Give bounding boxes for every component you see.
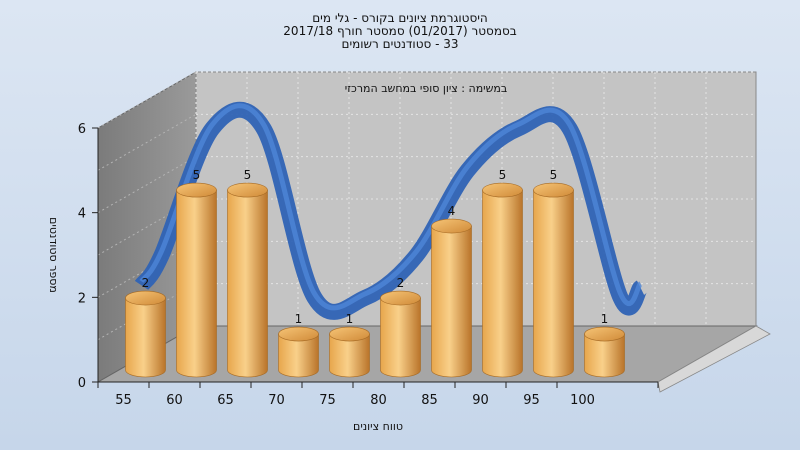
bar-body (431, 225, 472, 378)
bar: 5 (227, 168, 268, 378)
bar-value-label: 5 (244, 168, 252, 182)
chart-floor-edge (657, 325, 771, 393)
bar-cap (533, 182, 574, 198)
y-tick-label: 0 (78, 376, 86, 391)
bar-body (380, 297, 421, 378)
bar: 1 (329, 312, 370, 378)
bar: 5 (482, 168, 523, 378)
x-tick-label: 55 (115, 393, 132, 408)
x-tick-label: 85 (421, 393, 438, 408)
y-axis-label: מספר סטודנטים (47, 217, 60, 293)
bar-value-label: 5 (499, 168, 507, 182)
bar: 1 (584, 312, 625, 378)
gridline-side (97, 198, 197, 256)
y-tick-label: 4 (78, 207, 86, 222)
chart-subtitle: במשימה : ציון סופי במחשב המרכזי (345, 82, 508, 95)
bar-value-label: 4 (448, 204, 456, 218)
bar-cap (431, 218, 472, 234)
x-tick-label: 90 (472, 393, 489, 408)
x-tick-label: 65 (217, 393, 234, 408)
y-tick-label: 6 (78, 122, 86, 137)
bar-cap (227, 182, 268, 198)
gridline-side (97, 71, 197, 129)
bar-cap (176, 182, 217, 198)
chart-bars: 2 5 5 1 1 2 4 5 5 1 (125, 168, 625, 378)
bar-value-label: 1 (346, 312, 354, 326)
bar-body (227, 189, 268, 378)
bar-value-label: 5 (550, 168, 558, 182)
bar: 5 (176, 168, 217, 378)
bar-value-label: 1 (601, 312, 609, 326)
bar-body (278, 333, 319, 378)
bar: 5 (533, 168, 574, 378)
gridline-side (97, 113, 197, 171)
bar-cap (584, 326, 625, 342)
bar: 1 (278, 312, 319, 378)
bar-cap (482, 182, 523, 198)
bar-value-label: 1 (295, 312, 303, 326)
chart-students-line: 33 - סטודנטים רשומים (341, 37, 459, 51)
chart-semester-line: בסמסטר (01/2017) סמסטר חורף 2017/18 (283, 24, 517, 38)
trend-ribbon-highlight (139, 103, 643, 311)
bar: 4 (431, 204, 472, 378)
y-tick-label: 2 (78, 291, 86, 306)
bar-cap (125, 290, 166, 306)
bar-cap (329, 326, 370, 342)
x-tick-label: 70 (268, 393, 285, 408)
bar-value-label: 2 (397, 276, 405, 290)
chart-title: היסטוגרמת ציונים בקורס - גלי מים (312, 11, 488, 25)
bar: 2 (380, 276, 421, 378)
x-tick-label: 60 (166, 393, 183, 408)
x-axis-label: טווח ציונים (353, 420, 403, 433)
gridline-side (97, 156, 197, 214)
x-tick-label: 75 (319, 393, 336, 408)
x-tick-label: 95 (523, 393, 540, 408)
bar-cap (380, 290, 421, 306)
bar-body (176, 189, 217, 378)
chart-trend-curve (134, 101, 648, 320)
bar-cap (278, 326, 319, 342)
bar-body (584, 333, 625, 378)
x-tick-label: 100 (570, 393, 595, 408)
x-tick-label: 80 (370, 393, 387, 408)
bar-body (482, 189, 523, 378)
bar-body (125, 297, 166, 378)
bar-body (533, 189, 574, 378)
bar: 2 (125, 276, 166, 378)
bar-body (329, 333, 370, 378)
bar-value-label: 5 (193, 168, 201, 182)
bar-value-label: 2 (142, 276, 150, 290)
